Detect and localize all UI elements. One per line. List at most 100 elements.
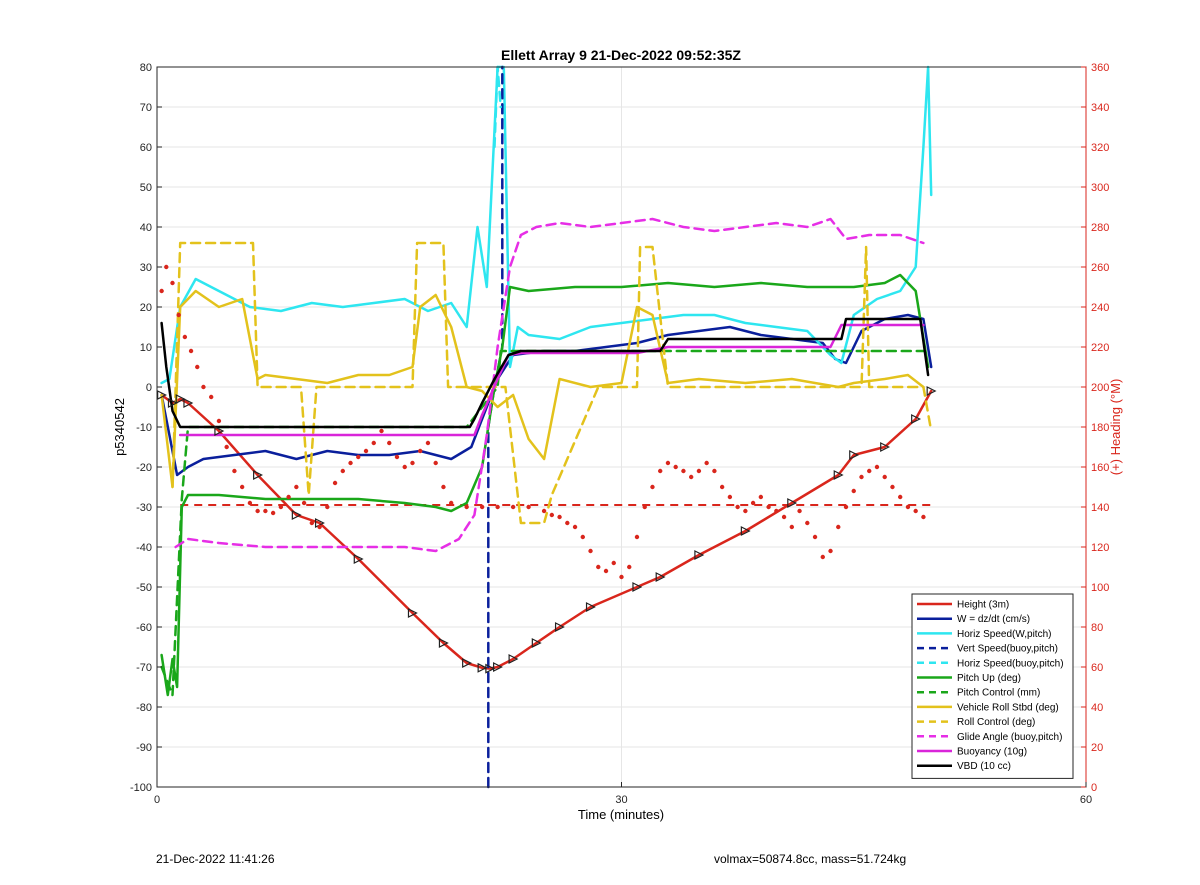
y2-tick-label: 80 bbox=[1091, 622, 1103, 634]
y-tick-label: 30 bbox=[140, 262, 152, 274]
x-tick-label: 0 bbox=[154, 794, 160, 806]
height-marker bbox=[353, 554, 364, 564]
heading-point bbox=[433, 460, 438, 466]
heading-point bbox=[758, 494, 764, 500]
series-line-2 bbox=[160, 65, 933, 385]
heading-point bbox=[611, 560, 616, 566]
heading-point bbox=[247, 500, 253, 506]
y2-tick-label: 40 bbox=[1091, 702, 1103, 714]
heading-point bbox=[394, 454, 400, 460]
legend-entry: Vert Speed(buoy,pitch) bbox=[957, 644, 1058, 655]
heading-point bbox=[387, 440, 392, 446]
y2-tick-label: 280 bbox=[1091, 222, 1109, 234]
heading-point bbox=[913, 508, 918, 514]
heading-point bbox=[805, 520, 810, 526]
legend-entry: Horiz Speed(W,pitch) bbox=[957, 629, 1051, 640]
heading-point bbox=[890, 484, 895, 490]
heading-point bbox=[479, 504, 485, 510]
heading-point bbox=[812, 534, 818, 540]
y2-tick-label: 320 bbox=[1091, 142, 1109, 154]
heading-point bbox=[596, 564, 601, 570]
series-line-9 bbox=[174, 217, 925, 553]
heading-point bbox=[526, 504, 531, 510]
y-axis-label: p5340542 bbox=[112, 398, 127, 456]
heading-point bbox=[379, 428, 384, 434]
heading-point bbox=[650, 484, 655, 490]
heading-point bbox=[696, 468, 702, 474]
heading-point bbox=[464, 504, 469, 510]
legend: Height (3m) W = dz/dt (cm/s) Horiz Speed(W… bbox=[911, 593, 1074, 779]
heading-point bbox=[843, 504, 849, 510]
chart-title: Ellett Array 9 21-Dec-2022 09:52:35Z bbox=[501, 47, 741, 63]
height-marker bbox=[694, 550, 705, 560]
heading-point bbox=[565, 520, 570, 526]
heading-point bbox=[309, 520, 315, 526]
y-tick-label: -30 bbox=[136, 502, 152, 514]
heading-point bbox=[905, 504, 911, 510]
heading-point bbox=[340, 468, 345, 474]
heading-point bbox=[425, 440, 431, 446]
heading-point bbox=[410, 460, 415, 466]
heading-point bbox=[882, 474, 887, 480]
y2-tick-label: 120 bbox=[1091, 542, 1109, 554]
series-line-0 bbox=[160, 389, 933, 670]
heading-point bbox=[688, 474, 694, 480]
heading-point bbox=[363, 448, 369, 454]
y2-tick-label: 60 bbox=[1091, 662, 1103, 674]
y-tick-label: 10 bbox=[140, 342, 152, 354]
y-tick-label: -90 bbox=[136, 742, 152, 754]
y2-tick-label: 340 bbox=[1091, 102, 1109, 114]
y-tick-label: -10 bbox=[136, 422, 152, 434]
heading-point bbox=[188, 348, 194, 354]
y2-tick-label: 20 bbox=[1091, 742, 1103, 754]
heading-point bbox=[789, 524, 795, 530]
height-marker bbox=[407, 608, 418, 618]
heading-point bbox=[774, 508, 779, 514]
height-marker bbox=[253, 470, 263, 480]
heading-point bbox=[735, 504, 740, 510]
heading-point bbox=[766, 504, 771, 510]
x-tick-label: 30 bbox=[615, 794, 627, 806]
heading-point bbox=[224, 444, 229, 450]
height-marker bbox=[833, 470, 844, 480]
heading-point bbox=[286, 494, 291, 500]
y2-tick-label: 100 bbox=[1091, 582, 1109, 594]
height-marker bbox=[585, 602, 596, 612]
heading-point bbox=[255, 508, 260, 514]
heading-point bbox=[658, 468, 663, 474]
y-tick-label: -40 bbox=[136, 542, 152, 554]
heading-point bbox=[294, 484, 299, 490]
height-marker bbox=[911, 414, 922, 424]
height-marker bbox=[655, 572, 666, 582]
height-marker bbox=[632, 582, 643, 592]
height-marker bbox=[477, 662, 488, 673]
heading-point bbox=[495, 504, 500, 510]
heading-point bbox=[170, 280, 175, 286]
heading-point bbox=[263, 508, 268, 514]
series-line-3 bbox=[487, 65, 504, 789]
heading-point bbox=[603, 568, 609, 574]
height-marker bbox=[531, 638, 542, 648]
heading-point bbox=[704, 460, 709, 466]
heading-point bbox=[402, 464, 407, 470]
legend-entry: Horiz Speed(buoy,pitch) bbox=[957, 658, 1064, 669]
y-tick-label: 40 bbox=[140, 222, 152, 234]
heading-point bbox=[239, 484, 245, 490]
heading-point bbox=[317, 524, 322, 530]
y-tick-label: -100 bbox=[130, 782, 152, 794]
heading-point bbox=[619, 574, 624, 580]
y-tick-label: -20 bbox=[136, 462, 152, 474]
height-marker bbox=[554, 622, 565, 632]
legend-entry: Roll Control (deg) bbox=[957, 717, 1035, 728]
heading-point bbox=[448, 500, 454, 506]
heading-point bbox=[580, 534, 585, 540]
height-marker bbox=[462, 658, 473, 668]
height-marker bbox=[175, 394, 186, 404]
y2-axis-label: (+) Heading (°M) bbox=[1108, 379, 1123, 476]
x-tick-label: 60 bbox=[1080, 794, 1092, 806]
heading-point bbox=[348, 460, 353, 466]
heading-point bbox=[820, 554, 825, 560]
heading-point bbox=[208, 394, 214, 400]
heading-point bbox=[828, 548, 833, 554]
